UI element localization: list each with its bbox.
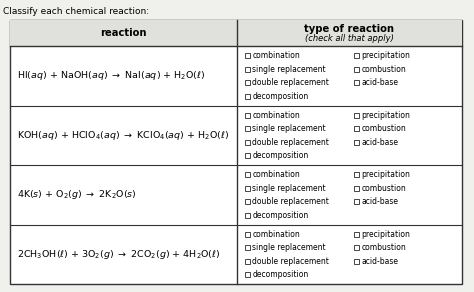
Bar xyxy=(245,140,250,145)
Bar xyxy=(354,113,359,118)
Text: HI$(aq)$ + NaOH$(aq)$ $\rightarrow$ NaI$(aq)$ + H$_2$O$(\ell)$: HI$(aq)$ + NaOH$(aq)$ $\rightarrow$ NaI$… xyxy=(17,69,205,82)
Text: combustion: combustion xyxy=(362,124,406,133)
Text: 2CH$_3$OH$(\ell)$ + 3O$_2$$(g)$ $\rightarrow$ 2CO$_2$$(g)$ + 4H$_2$O$(\ell)$: 2CH$_3$OH$(\ell)$ + 3O$_2$$(g)$ $\righta… xyxy=(17,248,220,261)
Bar xyxy=(354,53,359,58)
Text: combination: combination xyxy=(252,111,300,120)
Text: double replacement: double replacement xyxy=(252,78,329,87)
Text: double replacement: double replacement xyxy=(252,197,329,206)
Text: single replacement: single replacement xyxy=(252,65,326,74)
Text: (check all that apply): (check all that apply) xyxy=(305,34,394,43)
Text: single replacement: single replacement xyxy=(252,124,326,133)
Bar xyxy=(245,259,250,264)
Bar xyxy=(354,232,359,237)
Bar xyxy=(354,67,359,72)
Bar xyxy=(354,245,359,250)
Text: combination: combination xyxy=(252,51,300,60)
Text: combination: combination xyxy=(252,230,300,239)
Bar xyxy=(245,80,250,85)
Bar xyxy=(354,186,359,191)
Text: type of reaction: type of reaction xyxy=(304,24,394,34)
Text: acid-base: acid-base xyxy=(362,138,399,147)
Bar xyxy=(245,272,250,277)
Bar xyxy=(245,53,250,58)
Text: 4K$(s)$ + O$_2$$(g)$ $\rightarrow$ 2K$_2$O$(s)$: 4K$(s)$ + O$_2$$(g)$ $\rightarrow$ 2K$_2… xyxy=(17,188,137,201)
Text: single replacement: single replacement xyxy=(252,184,326,193)
Bar xyxy=(245,186,250,191)
Bar xyxy=(10,20,462,46)
Text: decomposition: decomposition xyxy=(252,270,309,279)
Bar xyxy=(354,199,359,204)
Bar xyxy=(354,80,359,85)
Text: precipitation: precipitation xyxy=(362,230,410,239)
Bar xyxy=(245,245,250,250)
Bar xyxy=(354,259,359,264)
Bar xyxy=(245,113,250,118)
Text: combustion: combustion xyxy=(362,184,406,193)
Bar xyxy=(245,172,250,177)
Text: acid-base: acid-base xyxy=(362,197,399,206)
Bar xyxy=(245,153,250,158)
Text: reaction: reaction xyxy=(100,28,146,38)
Bar xyxy=(354,126,359,131)
Text: acid-base: acid-base xyxy=(362,257,399,266)
Text: combination: combination xyxy=(252,170,300,179)
Bar xyxy=(245,67,250,72)
Text: combustion: combustion xyxy=(362,65,406,74)
Text: acid-base: acid-base xyxy=(362,78,399,87)
Text: combustion: combustion xyxy=(362,243,406,252)
Text: single replacement: single replacement xyxy=(252,243,326,252)
Bar xyxy=(245,213,250,218)
Text: double replacement: double replacement xyxy=(252,138,329,147)
Text: precipitation: precipitation xyxy=(362,111,410,120)
Text: precipitation: precipitation xyxy=(362,170,410,179)
Bar xyxy=(245,199,250,204)
Text: decomposition: decomposition xyxy=(252,211,309,220)
Bar xyxy=(354,172,359,177)
Text: Classify each chemical reaction:: Classify each chemical reaction: xyxy=(3,7,149,16)
Text: decomposition: decomposition xyxy=(252,151,309,160)
Text: double replacement: double replacement xyxy=(252,257,329,266)
Bar xyxy=(245,94,250,99)
Bar xyxy=(245,126,250,131)
Text: KOH$(aq)$ + HClO$_4$$(aq)$ $\rightarrow$ KClO$_4$$(aq)$ + H$_2$O$(\ell)$: KOH$(aq)$ + HClO$_4$$(aq)$ $\rightarrow$… xyxy=(17,129,229,142)
Bar xyxy=(245,232,250,237)
Text: precipitation: precipitation xyxy=(362,51,410,60)
Text: decomposition: decomposition xyxy=(252,92,309,101)
Bar xyxy=(354,140,359,145)
